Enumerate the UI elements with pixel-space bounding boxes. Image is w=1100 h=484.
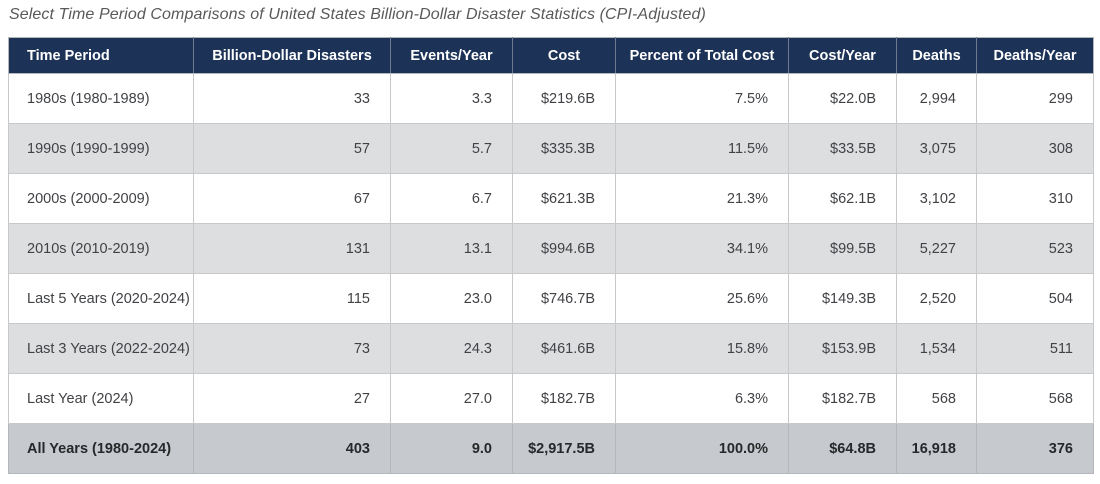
value-cell: 11.5% bbox=[615, 123, 789, 174]
column-header-cost: Cost bbox=[512, 37, 616, 74]
value-cell: $153.9B bbox=[788, 323, 897, 374]
value-cell: 568 bbox=[976, 373, 1094, 424]
value-cell: 3,102 bbox=[896, 173, 977, 224]
table-row: Last Year (2024) 27 27.0 $182.7B 6.3% $182.7B… bbox=[8, 373, 1094, 424]
value-cell: $2,917.5B bbox=[512, 423, 616, 474]
value-cell: 73 bbox=[193, 323, 391, 374]
value-cell: 568 bbox=[896, 373, 977, 424]
table-header: Time Period Billion-Dollar Disasters Eve… bbox=[8, 37, 1094, 74]
value-cell: 23.0 bbox=[390, 273, 513, 324]
value-cell: 3.3 bbox=[390, 73, 513, 124]
value-cell: $33.5B bbox=[788, 123, 897, 174]
value-cell: 299 bbox=[976, 73, 1094, 124]
time-period-cell: 2000s (2000-2009) bbox=[8, 173, 194, 224]
column-header-billion-dollar-disasters: Billion-Dollar Disasters bbox=[193, 37, 391, 74]
table-row: 2000s (2000-2009) 67 6.7 $621.3B 21.3% $62.1B… bbox=[8, 173, 1094, 224]
value-cell: 6.3% bbox=[615, 373, 789, 424]
column-header-deaths: Deaths bbox=[896, 37, 977, 74]
value-cell: 5.7 bbox=[390, 123, 513, 174]
value-cell: 6.7 bbox=[390, 173, 513, 224]
time-period-cell: Last 3 Years (2022-2024) bbox=[8, 323, 194, 374]
value-cell: $64.8B bbox=[788, 423, 897, 474]
value-cell: $461.6B bbox=[512, 323, 616, 374]
time-period-cell: Last Year (2024) bbox=[8, 373, 194, 424]
value-cell: 3,075 bbox=[896, 123, 977, 174]
value-cell: 2,520 bbox=[896, 273, 977, 324]
value-cell: $22.0B bbox=[788, 73, 897, 124]
table-row-total: All Years (1980-2024) 403 9.0 $2,917.5B 100.… bbox=[8, 423, 1094, 474]
value-cell: 523 bbox=[976, 223, 1094, 274]
value-cell: 2,994 bbox=[896, 73, 977, 124]
value-cell: 67 bbox=[193, 173, 391, 224]
column-header-deaths-per-year: Deaths/Year bbox=[976, 37, 1094, 74]
time-period-cell: 1980s (1980-1989) bbox=[8, 73, 194, 124]
value-cell: 7.5% bbox=[615, 73, 789, 124]
time-period-cell: 2010s (2010-2019) bbox=[8, 223, 194, 274]
value-cell: 33 bbox=[193, 73, 391, 124]
table-row: 2010s (2010-2019) 131 13.1 $994.6B 34.1% $99.… bbox=[8, 223, 1094, 274]
value-cell: 27.0 bbox=[390, 373, 513, 424]
value-cell: 13.1 bbox=[390, 223, 513, 274]
table-body: 1980s (1980-1989) 33 3.3 $219.6B 7.5% $22.0B 2… bbox=[8, 73, 1094, 474]
value-cell: $994.6B bbox=[512, 223, 616, 274]
time-period-cell: Last 5 Years (2020-2024) bbox=[8, 273, 194, 324]
table-row: Last 3 Years (2022-2024) 73 24.3 $461.6B 15.… bbox=[8, 323, 1094, 374]
value-cell: 27 bbox=[193, 373, 391, 424]
value-cell: 9.0 bbox=[390, 423, 513, 474]
column-header-percent-of-total-cost: Percent of Total Cost bbox=[615, 37, 789, 74]
value-cell: $182.7B bbox=[788, 373, 897, 424]
time-period-cell: 1990s (1990-1999) bbox=[8, 123, 194, 174]
value-cell: 504 bbox=[976, 273, 1094, 324]
value-cell: 100.0% bbox=[615, 423, 789, 474]
value-cell: $182.7B bbox=[512, 373, 616, 424]
value-cell: 376 bbox=[976, 423, 1094, 474]
statistics-table: Time Period Billion-Dollar Disasters Eve… bbox=[8, 37, 1094, 474]
value-cell: 308 bbox=[976, 123, 1094, 174]
time-period-cell: All Years (1980-2024) bbox=[8, 423, 194, 474]
value-cell: 511 bbox=[976, 323, 1094, 374]
table-row: Last 5 Years (2020-2024) 115 23.0 $746.7B 25… bbox=[8, 273, 1094, 324]
value-cell: 115 bbox=[193, 273, 391, 324]
value-cell: $621.3B bbox=[512, 173, 616, 224]
value-cell: $62.1B bbox=[788, 173, 897, 224]
value-cell: 5,227 bbox=[896, 223, 977, 274]
table-row: 1990s (1990-1999) 57 5.7 $335.3B 11.5% $33.5B… bbox=[8, 123, 1094, 174]
value-cell: $335.3B bbox=[512, 123, 616, 174]
value-cell: $746.7B bbox=[512, 273, 616, 324]
table-header-row: Time Period Billion-Dollar Disasters Eve… bbox=[8, 37, 1094, 74]
value-cell: $219.6B bbox=[512, 73, 616, 124]
value-cell: 131 bbox=[193, 223, 391, 274]
table-title: Select Time Period Comparisons of United… bbox=[9, 6, 706, 23]
value-cell: 15.8% bbox=[615, 323, 789, 374]
value-cell: $149.3B bbox=[788, 273, 897, 324]
column-header-cost-per-year: Cost/Year bbox=[788, 37, 897, 74]
value-cell: 21.3% bbox=[615, 173, 789, 224]
value-cell: 24.3 bbox=[390, 323, 513, 374]
value-cell: 403 bbox=[193, 423, 391, 474]
value-cell: 1,534 bbox=[896, 323, 977, 374]
value-cell: 34.1% bbox=[615, 223, 789, 274]
column-header-time-period: Time Period bbox=[8, 37, 194, 74]
value-cell: 57 bbox=[193, 123, 391, 174]
value-cell: 310 bbox=[976, 173, 1094, 224]
value-cell: 16,918 bbox=[896, 423, 977, 474]
table-row: 1980s (1980-1989) 33 3.3 $219.6B 7.5% $22.0B 2… bbox=[8, 73, 1094, 124]
value-cell: 25.6% bbox=[615, 273, 789, 324]
column-header-events-per-year: Events/Year bbox=[390, 37, 513, 74]
value-cell: $99.5B bbox=[788, 223, 897, 274]
